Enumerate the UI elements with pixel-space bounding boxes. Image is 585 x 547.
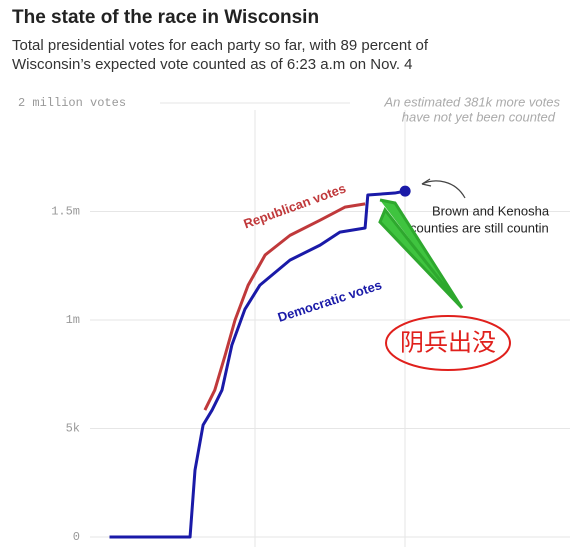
chart-title: The state of the race in Wisconsin: [12, 7, 319, 28]
annotation: An estimated 381k more votes: [383, 94, 560, 109]
y-tick-label: 1m: [66, 313, 80, 327]
y-tick-label: 2 million votes: [18, 96, 126, 110]
vertical-grid: [254, 110, 406, 547]
green-arrow: [378, 198, 464, 310]
callout-arrowhead: [421, 178, 432, 187]
annotation: counties are still countin: [410, 220, 549, 235]
y-tick-label: 5k: [66, 422, 80, 436]
y-tick-label: 0: [73, 530, 80, 544]
circle-mark: [385, 315, 511, 371]
annotation: have not yet been counted: [402, 109, 556, 124]
series-label: Republican votes: [241, 181, 347, 232]
annotation: 阴兵出没: [400, 329, 496, 356]
series-line: [109, 189, 406, 539]
subtitle: Wisconsin’s expected vote counted as of …: [12, 56, 413, 73]
y-tick-label: 1.5m: [51, 205, 80, 219]
series-line: [203, 202, 366, 411]
subtitle: Total presidential votes for each party …: [12, 37, 429, 54]
annotation: Brown and Kenosha: [432, 203, 550, 218]
series-label: Democratic votes: [276, 277, 384, 325]
end-dot: [399, 185, 411, 197]
callout-arrow: [421, 180, 466, 199]
